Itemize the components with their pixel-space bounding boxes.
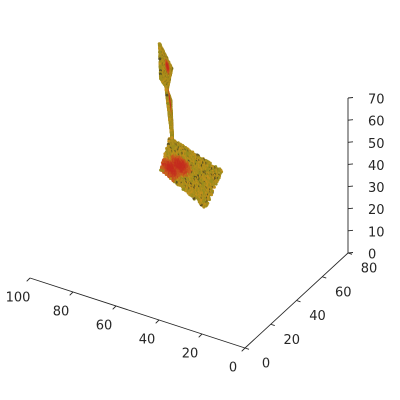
- data-point: [158, 50, 161, 54]
- data-point: [197, 200, 201, 204]
- data-point: [158, 57, 162, 61]
- data-point: [159, 77, 163, 81]
- data-point: [181, 187, 185, 191]
- data-point: [158, 46, 162, 50]
- data-point: [158, 65, 162, 69]
- data-point: [167, 139, 171, 143]
- point-cluster-2: [157, 42, 174, 91]
- data-point: [157, 43, 161, 47]
- point-cloud: [157, 42, 224, 209]
- data-point: [165, 148, 169, 151]
- data-point: [166, 144, 170, 148]
- data-point: [163, 155, 167, 159]
- data-point: [159, 168, 163, 172]
- data-point: [167, 174, 171, 178]
- point-cluster-1: [159, 137, 224, 209]
- data-point: [161, 162, 165, 166]
